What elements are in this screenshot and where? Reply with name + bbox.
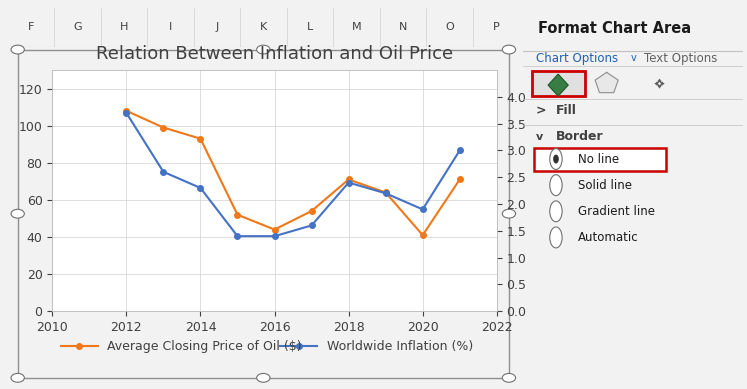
Circle shape xyxy=(550,149,562,170)
Text: M: M xyxy=(352,22,361,32)
Text: Fill: Fill xyxy=(556,104,577,117)
Text: F: F xyxy=(28,22,34,32)
Text: O: O xyxy=(445,22,453,32)
Text: Format Chart Area: Format Chart Area xyxy=(539,21,692,36)
Circle shape xyxy=(554,155,558,163)
Text: v: v xyxy=(536,131,543,142)
Text: v: v xyxy=(631,53,636,63)
Circle shape xyxy=(11,45,25,54)
Circle shape xyxy=(550,175,562,196)
Text: Automatic: Automatic xyxy=(578,231,639,244)
Text: No line: No line xyxy=(578,152,619,166)
FancyBboxPatch shape xyxy=(532,71,585,96)
Text: H: H xyxy=(120,22,128,32)
Text: N: N xyxy=(399,22,407,32)
Circle shape xyxy=(257,373,270,382)
Circle shape xyxy=(11,209,25,218)
Text: Text Options: Text Options xyxy=(644,52,717,65)
Polygon shape xyxy=(595,72,619,93)
Text: Gradient line: Gradient line xyxy=(578,205,655,218)
Text: Worldwide Inflation (%): Worldwide Inflation (%) xyxy=(327,340,473,353)
Text: Average Closing Price of Oil ($): Average Closing Price of Oil ($) xyxy=(108,340,302,353)
Text: K: K xyxy=(260,22,267,32)
FancyBboxPatch shape xyxy=(534,148,666,171)
Text: J: J xyxy=(215,22,218,32)
Title: Relation Between Inflation and Oil Price: Relation Between Inflation and Oil Price xyxy=(96,45,453,63)
Text: Border: Border xyxy=(556,130,604,143)
Circle shape xyxy=(550,201,562,222)
Text: P: P xyxy=(492,22,499,32)
Text: G: G xyxy=(73,22,81,32)
Text: Solid line: Solid line xyxy=(578,179,632,192)
Text: I: I xyxy=(169,22,172,32)
Circle shape xyxy=(502,373,515,382)
Circle shape xyxy=(550,227,562,248)
Circle shape xyxy=(502,45,515,54)
Text: >: > xyxy=(536,104,547,117)
Circle shape xyxy=(11,373,25,382)
Polygon shape xyxy=(548,74,568,96)
Circle shape xyxy=(502,209,515,218)
Text: L: L xyxy=(307,22,313,32)
Text: Chart Options: Chart Options xyxy=(536,52,619,65)
Circle shape xyxy=(257,45,270,54)
